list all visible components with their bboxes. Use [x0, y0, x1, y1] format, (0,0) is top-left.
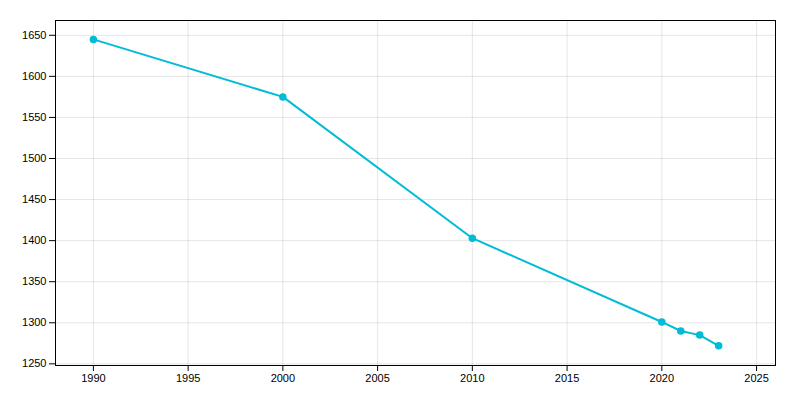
svg-text:1350: 1350 [22, 275, 46, 287]
svg-text:2010: 2010 [460, 372, 484, 384]
svg-text:2025: 2025 [744, 372, 768, 384]
svg-text:1250: 1250 [22, 357, 46, 369]
svg-text:2000: 2000 [271, 372, 295, 384]
svg-text:1990: 1990 [81, 372, 105, 384]
svg-text:2015: 2015 [555, 372, 579, 384]
svg-text:1550: 1550 [22, 111, 46, 123]
svg-text:1300: 1300 [22, 316, 46, 328]
svg-text:1650: 1650 [22, 29, 46, 41]
svg-text:1400: 1400 [22, 234, 46, 246]
svg-text:1600: 1600 [22, 70, 46, 82]
svg-text:2020: 2020 [650, 372, 674, 384]
svg-text:1500: 1500 [22, 152, 46, 164]
svg-text:1995: 1995 [176, 372, 200, 384]
svg-text:2005: 2005 [365, 372, 389, 384]
svg-text:1450: 1450 [22, 193, 46, 205]
